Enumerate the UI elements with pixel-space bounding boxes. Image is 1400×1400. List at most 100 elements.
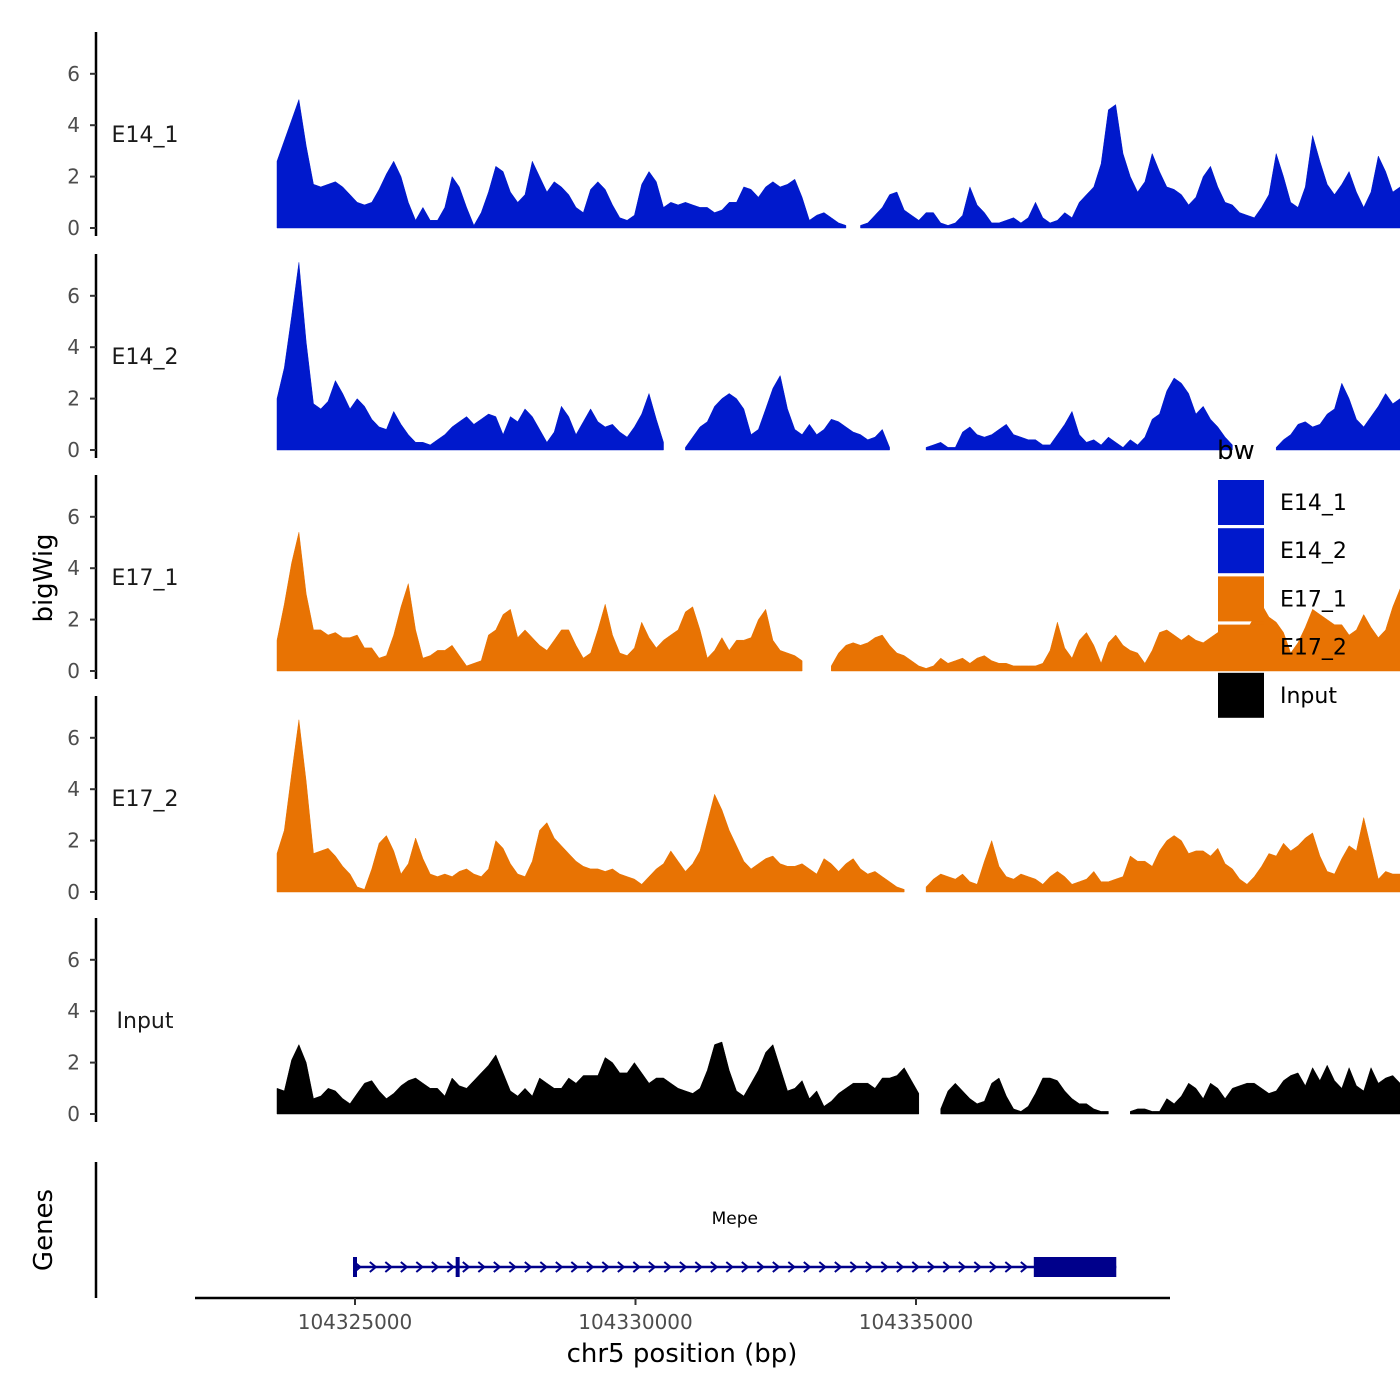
y-tick-label: 6: [67, 505, 80, 529]
legend: bw E14_1 E14_2 E17_1 E17_2 Input: [1217, 436, 1347, 718]
strand-arrow: [570, 1261, 579, 1273]
strand-arrow: [927, 1261, 936, 1273]
strand-arrow: [508, 1261, 517, 1273]
track-e17-2: 0 2 4 6 E17_2: [67, 696, 1400, 904]
legend-label: E17_2: [1280, 636, 1347, 661]
strand-arrow: [369, 1261, 378, 1273]
legend-item-e17-1: E17_1: [1218, 576, 1347, 622]
y-tick-label: 0: [67, 438, 80, 462]
genes-track-label: Genes: [29, 1189, 59, 1271]
track-label: E17_1: [112, 566, 179, 591]
strand-arrow: [431, 1261, 440, 1273]
strand-arrow: [756, 1261, 765, 1273]
gene-track: Genes Mepe: [29, 1162, 1117, 1298]
legend-label: E17_1: [1280, 587, 1347, 612]
y-tick-label: 4: [67, 556, 80, 580]
strand-arrow: [384, 1261, 393, 1273]
strand-arrow: [663, 1261, 672, 1273]
strand-arrow: [958, 1261, 967, 1273]
strand-arrow: [1020, 1261, 1029, 1273]
strand-arrow: [989, 1261, 998, 1273]
strand-arrow: [632, 1261, 641, 1273]
legend-swatch: [1218, 576, 1264, 622]
coverage-area: [276, 1041, 1400, 1115]
strand-arrow: [679, 1261, 688, 1273]
strand-arrow: [849, 1261, 858, 1273]
strand-arrow: [555, 1261, 564, 1273]
track-label: Input: [117, 1009, 174, 1034]
gene-coding-block: [1033, 1257, 1117, 1277]
legend-item-e14-2: E14_2: [1218, 528, 1347, 574]
gene-model: [353, 1257, 1117, 1277]
legend-item-e14-1: E14_1: [1218, 480, 1347, 525]
strand-arrow: [741, 1261, 750, 1273]
y-tick-label: 0: [67, 216, 80, 240]
strand-arrow: [911, 1261, 920, 1273]
track-input: 0 2 4 6 Input: [67, 918, 1400, 1126]
strand-arrow: [586, 1261, 595, 1273]
legend-label: E14_1: [1280, 491, 1347, 516]
legend-title: bw: [1217, 436, 1255, 466]
strand-arrow: [942, 1261, 951, 1273]
strand-arrow: [880, 1261, 889, 1273]
track-e17-1: 0 2 4 6 E17_1: [67, 475, 1400, 683]
track-e14-1: 0 2 4 6 E14_1: [67, 32, 1400, 240]
strand-arrow: [493, 1261, 502, 1273]
gene-name-label: Mepe: [712, 1209, 758, 1229]
y-tick-label: 4: [67, 777, 80, 801]
y-tick-label: 6: [67, 284, 80, 308]
y-tick-label: 2: [67, 829, 80, 853]
strand-arrow: [896, 1261, 905, 1273]
y-tick-label: 6: [67, 726, 80, 750]
strand-arrow: [400, 1261, 409, 1273]
legend-label: E14_2: [1280, 539, 1347, 564]
strand-arrow: [725, 1261, 734, 1273]
gene-exon: [353, 1257, 357, 1277]
strand-arrow: [787, 1261, 796, 1273]
legend-swatch: [1218, 480, 1264, 525]
strand-arrow: [539, 1261, 548, 1273]
legend-item-input: Input: [1218, 672, 1337, 718]
strand-arrow: [818, 1261, 827, 1273]
track-label: E14_2: [112, 345, 179, 370]
strand-arrow: [973, 1261, 982, 1273]
x-ticks: 104325000 104330000 104335000: [298, 1298, 974, 1334]
y-axis-title: bigWig: [29, 533, 59, 622]
x-tick-label: 104325000: [298, 1310, 413, 1334]
x-tick-label: 104330000: [578, 1310, 693, 1334]
coverage-area: [276, 531, 1400, 672]
y-tick-label: 0: [67, 880, 80, 904]
strand-arrow: [477, 1261, 486, 1273]
track-label: E14_1: [112, 123, 179, 148]
coverage-tracks: 0 2 4 6 E14_1 0 2 4 6 E14_2 0 2 4 6 E17_1 0 2 4 6 E17_2 0 2 4 6…: [67, 32, 1400, 1126]
x-tick-label: 104335000: [859, 1310, 974, 1334]
y-tick-label: 2: [67, 608, 80, 632]
strand-arrow: [772, 1261, 781, 1273]
legend-swatch: [1218, 672, 1264, 718]
y-tick-label: 0: [67, 1102, 80, 1126]
y-tick-label: 4: [67, 999, 80, 1023]
gene-exon: [455, 1257, 460, 1277]
y-tick-label: 6: [67, 62, 80, 86]
strand-arrow: [462, 1261, 471, 1273]
strand-arrow: [617, 1261, 626, 1273]
y-tick-label: 4: [67, 113, 80, 137]
legend-swatch: [1218, 528, 1264, 574]
strand-arrow: [710, 1261, 719, 1273]
x-axis-title: chr5 position (bp): [567, 1339, 798, 1369]
y-tick-label: 0: [67, 659, 80, 683]
strand-arrow: [1004, 1261, 1013, 1273]
x-axis: 104325000 104330000 104335000 chr5 positio…: [195, 1296, 1170, 1369]
strand-arrow: [601, 1261, 610, 1273]
strand-arrow: [446, 1261, 455, 1273]
coverage-area: [276, 719, 1400, 893]
strand-arrow: [834, 1261, 843, 1273]
strand-arrow: [415, 1261, 424, 1273]
legend-item-e17-2: E17_2: [1218, 624, 1347, 670]
y-tick-label: 4: [67, 335, 80, 359]
strand-arrow: [694, 1261, 703, 1273]
legend-items: E14_1 E14_2 E17_1 E17_2 Input: [1218, 480, 1347, 718]
track-e14-2: 0 2 4 6 E14_2: [67, 254, 1400, 462]
strand-arrow: [803, 1261, 812, 1273]
